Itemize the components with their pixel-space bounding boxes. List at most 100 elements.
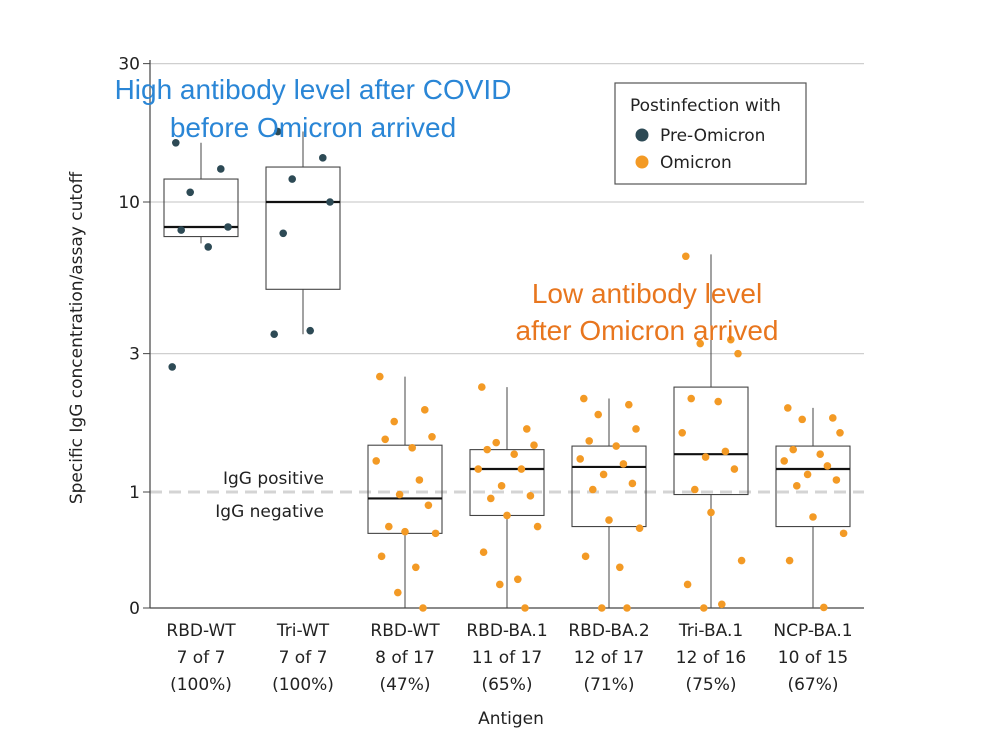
data-point — [204, 243, 212, 251]
data-point — [829, 414, 837, 422]
y-axis-title: Specific IgG concentration/assay cutoff — [67, 171, 87, 505]
data-point — [521, 604, 529, 612]
box-rect — [265, 166, 341, 290]
data-point — [632, 425, 640, 433]
annotation-omicron-line-2: after Omicron arrived — [516, 315, 779, 346]
data-point — [580, 394, 588, 403]
data-point — [172, 139, 180, 147]
box-ncp-ba-1 — [775, 407, 851, 608]
data-point — [623, 604, 631, 612]
data-point — [619, 460, 628, 468]
data-point — [714, 397, 722, 406]
legend-marker-pre-omicron — [635, 128, 649, 142]
box-tri-wt — [265, 131, 341, 335]
data-point — [635, 524, 644, 533]
data-point — [691, 485, 699, 494]
data-point — [503, 511, 511, 520]
legend-label-omicron: Omicron — [660, 153, 732, 173]
data-point — [306, 326, 315, 335]
data-point — [581, 552, 590, 561]
x-tick-label: 10 of 15 — [778, 648, 848, 668]
x-tick-label: 7 of 7 — [279, 648, 328, 668]
y-tick-label: 0 — [129, 599, 140, 619]
data-point — [598, 604, 606, 612]
x-tick-label: RBD-WT — [370, 621, 440, 641]
box-rect — [673, 386, 749, 496]
legend-marker-omicron — [635, 155, 649, 169]
data-point — [415, 476, 424, 484]
data-point — [372, 457, 381, 465]
y-tick-label: 1 — [129, 483, 140, 503]
box-rbd-wt — [367, 376, 443, 608]
data-point — [839, 529, 848, 538]
x-tick-label: (75%) — [685, 675, 736, 695]
data-point — [514, 575, 522, 584]
data-point — [270, 330, 279, 339]
x-axis-labels: RBD-WT 7 of 7 (100%) Tri-WT 7 of 7 (100%) RBD-… — [166, 621, 852, 695]
data-point — [687, 394, 695, 403]
data-point — [408, 444, 417, 452]
data-point — [479, 548, 488, 557]
x-tick-label: 8 of 17 — [375, 648, 435, 668]
x-tick-label: RBD-BA.2 — [568, 621, 649, 641]
data-point — [784, 404, 792, 412]
data-point — [628, 479, 637, 488]
data-point — [789, 445, 797, 454]
data-point — [625, 400, 633, 409]
data-point — [424, 501, 433, 510]
data-point — [616, 563, 624, 572]
data-point — [721, 447, 730, 456]
data-point — [492, 438, 501, 447]
annotation-omicron-line-1: Low antibody level — [532, 278, 762, 309]
data-point — [381, 435, 390, 444]
data-point — [168, 363, 176, 371]
igg-positive-label: IgG positive — [223, 469, 324, 489]
data-point — [428, 433, 436, 441]
box-plots — [163, 131, 851, 608]
data-point — [421, 406, 429, 414]
data-point — [474, 465, 483, 473]
data-point — [737, 556, 746, 565]
box-rect — [367, 444, 443, 534]
data-point — [533, 522, 542, 531]
data-point — [701, 453, 710, 461]
data-point — [718, 600, 726, 609]
data-point — [683, 580, 692, 589]
data-point — [395, 490, 404, 499]
data-point — [279, 229, 288, 238]
y-tick-label: 3 — [129, 345, 140, 365]
data-point — [274, 127, 282, 136]
x-tick-label: (100%) — [272, 675, 334, 695]
data-point — [836, 429, 844, 437]
data-point — [785, 556, 794, 565]
data-point — [376, 372, 384, 381]
data-point — [605, 516, 613, 524]
x-tick-label: (47%) — [379, 675, 430, 695]
x-tick-label: 12 of 17 — [574, 648, 644, 668]
data-point — [224, 223, 232, 231]
x-tick-label: (71%) — [583, 675, 634, 695]
data-point — [730, 465, 739, 473]
data-point — [682, 252, 690, 261]
y-tick-label: 30 — [118, 55, 140, 75]
legend: Postinfection with Pre-Omicron Omicron — [614, 82, 807, 185]
data-point — [700, 604, 708, 612]
data-point — [589, 485, 597, 494]
data-point — [326, 198, 334, 206]
data-point — [517, 465, 526, 473]
data-point — [678, 429, 686, 437]
annotation-pre-omicron: High antibody level after COVID before O… — [115, 74, 512, 143]
data-point — [530, 441, 538, 450]
legend-title: Postinfection with — [630, 96, 781, 116]
box-rbd-ba-2 — [571, 398, 647, 608]
data-point — [419, 604, 427, 612]
data-point — [319, 154, 327, 162]
data-point — [497, 482, 506, 490]
data-point — [186, 188, 194, 197]
data-point — [798, 415, 806, 424]
data-point — [576, 455, 584, 463]
annotation-omicron: Low antibody level after Omicron arrived — [516, 278, 779, 346]
box-rect — [571, 445, 647, 528]
y-tick-label: 10 — [118, 193, 140, 213]
